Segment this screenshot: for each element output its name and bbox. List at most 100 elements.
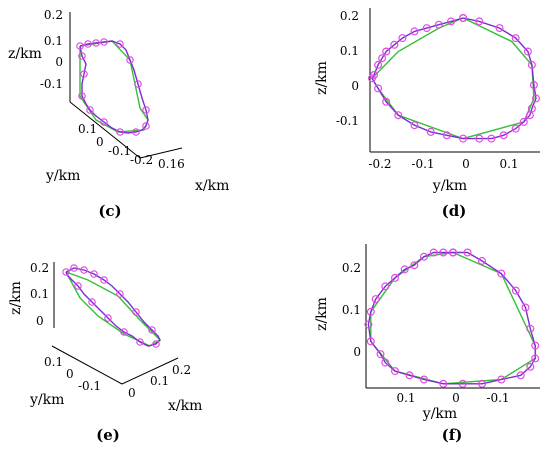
data-point	[104, 314, 112, 322]
data-point	[391, 273, 400, 282]
data-point	[420, 252, 429, 261]
data-point	[382, 97, 391, 106]
y-tick-label: 0.1	[342, 303, 361, 317]
data-point	[422, 24, 431, 33]
data-point	[463, 248, 472, 257]
data-point	[420, 375, 429, 384]
trajectory-curve	[367, 251, 536, 385]
z-axis-label: z/km	[8, 46, 42, 62]
y-tick-label: -0.1	[108, 144, 131, 158]
z-tick-label: -0.1	[40, 77, 63, 91]
data-point	[487, 134, 496, 143]
data-point	[459, 14, 468, 23]
data-point	[120, 328, 128, 336]
trajectory-curve	[65, 267, 161, 347]
z-tick-label: 0.1	[44, 34, 63, 48]
data-point	[136, 338, 144, 346]
x-tick-label: 0.1	[396, 391, 415, 405]
z-tick-label: 0.2	[44, 8, 63, 22]
data-point	[531, 94, 540, 103]
data-point	[86, 106, 94, 114]
x-tick-label: 0	[462, 157, 470, 171]
data-point	[511, 124, 520, 133]
y-tick-label: -0.1	[336, 114, 359, 128]
data-point	[410, 27, 419, 36]
data-point	[364, 320, 373, 329]
data-point	[516, 371, 525, 380]
z-axis-label: z/km	[8, 281, 24, 315]
data-point	[497, 269, 506, 278]
data-point	[458, 379, 467, 388]
data-point	[92, 39, 100, 47]
data-point	[381, 282, 390, 291]
x-tick-label: 0.1	[499, 157, 518, 171]
data-point	[400, 265, 409, 274]
data-point	[426, 127, 435, 136]
data-point	[497, 375, 506, 384]
z-tick-label: 0	[36, 314, 44, 328]
data-point	[526, 362, 535, 371]
x-axis-line	[121, 357, 179, 385]
fit-curve	[370, 251, 536, 385]
data-point	[142, 106, 150, 114]
z-tick-label: 0.2	[30, 261, 49, 275]
data-point	[410, 121, 419, 130]
data-point	[447, 17, 456, 26]
data-point	[148, 326, 156, 334]
data-point	[410, 261, 419, 270]
x-tick-label: -0.2	[368, 157, 391, 171]
data-point	[80, 70, 88, 78]
data-point	[100, 276, 108, 284]
trajectory-curve	[371, 17, 537, 140]
x-tick-label: 0.2	[172, 363, 191, 377]
y-tick-label: 0.2	[340, 9, 359, 23]
x-axis-label: x/km	[168, 398, 202, 414]
data-point	[459, 134, 468, 143]
data-point	[116, 40, 124, 48]
y-axis-label: z/km	[314, 297, 330, 331]
data-point	[371, 295, 380, 304]
data-point	[100, 118, 108, 126]
x-tick-label: 0	[452, 391, 460, 405]
data-point	[62, 268, 70, 276]
data-point	[519, 117, 528, 126]
data-point	[78, 92, 86, 100]
data-point	[132, 308, 140, 316]
panel-label: (f)	[442, 426, 463, 444]
data-point	[78, 52, 86, 60]
data-point	[511, 34, 520, 43]
data-point	[374, 84, 383, 93]
y-tick-label: 0.1	[340, 44, 359, 58]
data-point	[132, 128, 140, 136]
z-tick-label: 0	[55, 55, 63, 69]
fit-curve	[371, 17, 535, 140]
x-axis-label: y/km	[432, 178, 467, 194]
y-tick-label: 0	[96, 135, 104, 149]
data-point	[70, 264, 78, 272]
data-point	[475, 17, 484, 26]
z-tick-label: 0.1	[30, 287, 49, 301]
data-point	[374, 60, 383, 69]
data-point	[529, 80, 538, 89]
data-point	[398, 34, 407, 43]
data-point	[90, 270, 98, 278]
panel-e-3d-plot: 0.2 0.1 0 z/km 0.1 0 -0.1 0 0.1 0.2 y/km…	[8, 261, 202, 444]
data-point	[527, 60, 536, 69]
data-point	[434, 20, 443, 29]
data-point	[442, 131, 451, 140]
data-point	[366, 337, 375, 346]
data-point	[381, 358, 390, 367]
panel-label: (c)	[98, 202, 121, 220]
data-point	[76, 42, 84, 50]
fit-curve	[65, 271, 162, 347]
x-tick-label: 0	[128, 386, 136, 400]
data-point	[405, 371, 414, 380]
y-axis-line	[51, 345, 123, 385]
data-point	[390, 40, 399, 49]
data-point	[475, 134, 484, 143]
panel-d-yz-plot: -0.2 -0.1 0 0.1 0.2 0.1 0 -0.1 y/km z/km…	[314, 8, 540, 220]
y-axis-label: z/km	[314, 61, 330, 95]
data-point	[521, 303, 530, 312]
data-point	[531, 341, 540, 350]
data-point	[391, 367, 400, 376]
